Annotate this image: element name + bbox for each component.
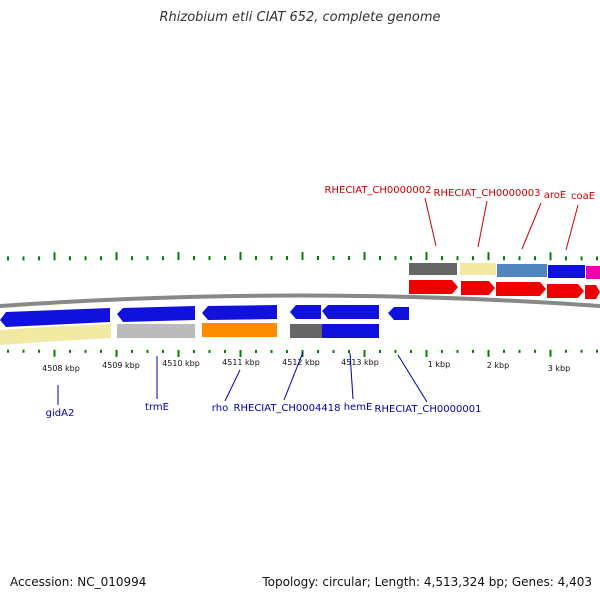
cog-track-lower-darkgrey — [290, 324, 322, 338]
genome-summary: Topology: circular; Length: 4,513,324 bp… — [262, 575, 592, 589]
gene-arrow-lower — [322, 305, 379, 319]
label-leader-line — [565, 204, 579, 251]
scale-label: 1 kbp — [428, 360, 450, 369]
label-leader-line — [424, 197, 437, 247]
label-leader-line — [521, 202, 542, 250]
gene-arrow-lower — [290, 305, 321, 319]
label-leader-line — [349, 352, 354, 400]
cog-track-lower-orange — [202, 323, 277, 337]
gene-arrow-lower — [202, 305, 277, 320]
gene-label: RHECIAT_CH0000002 — [325, 185, 432, 196]
scale-label: 3 kbp — [548, 364, 570, 373]
gene-arrow-upper — [461, 281, 495, 295]
gene-arrow-upper — [547, 284, 584, 298]
gene-arrow-upper — [585, 285, 600, 299]
scale-label: 4512 kbp — [282, 358, 320, 367]
scale-label: 4508 kbp — [42, 364, 80, 373]
gene-arrow-lower — [117, 306, 195, 322]
upper-tick-marks — [7, 252, 598, 261]
gene-arrow-upper — [409, 280, 458, 294]
gene-labels-lower: gidA2 trmE rho RHECIAT_CH0004418 hemE RHECIAT… — [46, 351, 482, 419]
cog-track-upper-steel — [497, 264, 547, 277]
scale-label: 4511 kbp — [222, 358, 260, 367]
scale-label: 2 kbp — [487, 361, 509, 370]
cog-track-upper-magenta — [586, 266, 600, 279]
figure-title: Rhizobium etli CIAT 652, complete genome — [159, 10, 441, 25]
gene-arrow-lower — [0, 308, 110, 327]
gene-label: RHECIAT_CH0000001 — [375, 404, 482, 415]
gene-label: aroE — [544, 190, 566, 201]
cog-track-lower-grey — [117, 324, 195, 338]
label-leader-line — [224, 369, 241, 402]
gene-arrow-upper — [496, 282, 546, 296]
gene-label: RHECIAT_CH0004418 — [234, 403, 341, 414]
gene-label: coaE — [571, 191, 595, 202]
gene-labels-upper: RHECIAT_CH0000002 RHECIAT_CH0000003 aroE co… — [325, 185, 595, 251]
genome-backbone — [0, 293, 600, 308]
scale-label: 4510 kbp — [162, 359, 200, 368]
accession-text: Accession: NC_010994 — [10, 575, 147, 589]
gene-label: trmE — [145, 402, 169, 413]
scale-label: 4509 kbp — [102, 361, 140, 370]
gene-arrow-lower — [388, 307, 409, 320]
label-leader-line — [477, 200, 488, 248]
cog-track-upper-khaki — [460, 263, 496, 275]
cog-track-lower-khaki — [0, 324, 111, 345]
lower-tick-marks — [7, 349, 598, 357]
label-leader-line — [397, 354, 428, 403]
label-leader-line — [283, 351, 304, 401]
cog-track-upper-blue — [548, 265, 585, 278]
gene-label: rho — [212, 403, 228, 414]
cog-track-lower-blue — [322, 324, 379, 338]
gene-label: RHECIAT_CH0000003 — [434, 188, 541, 199]
scale-label: 4513 kbp — [341, 358, 379, 367]
gene-label: gidA2 — [46, 408, 75, 419]
cog-track-upper-darkgrey — [409, 263, 457, 275]
gene-label: hemE — [344, 402, 373, 413]
scale-labels: 4508 kbp 4509 kbp 4510 kbp 4511 kbp 4512 kbp… — [42, 358, 570, 373]
